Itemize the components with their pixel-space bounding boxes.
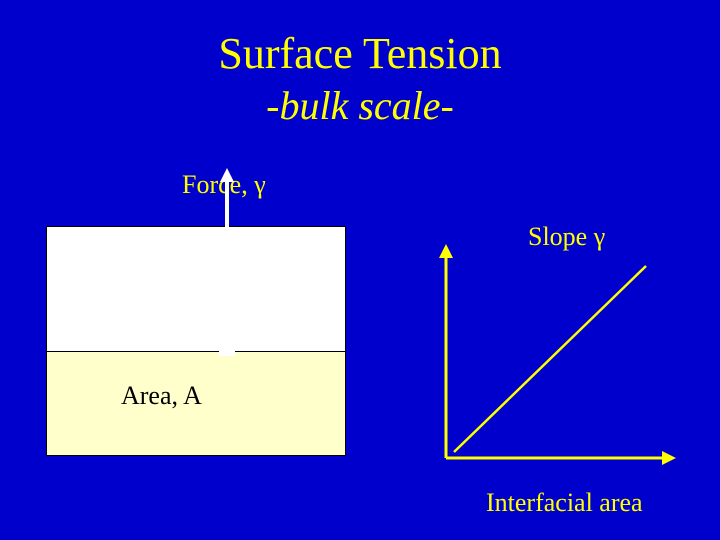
area-label: Area, A — [121, 381, 202, 411]
slide-subtitle: -bulk scale- — [0, 82, 720, 129]
x-axis-label: Interfacial area — [486, 488, 643, 518]
force-arrow-icon — [210, 168, 244, 228]
container-box — [46, 226, 346, 456]
energy-vs-area-chart — [430, 244, 676, 474]
rod-tip — [219, 348, 235, 356]
slide-title: Surface Tension — [0, 28, 720, 79]
